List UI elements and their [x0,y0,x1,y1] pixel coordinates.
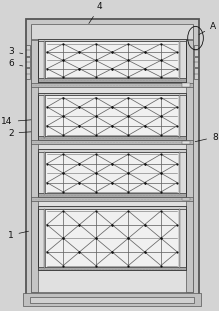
Bar [44,152,46,194]
Text: 4: 4 [89,2,102,23]
Bar [39,39,186,41]
Text: 3: 3 [8,47,23,56]
Bar [194,45,198,56]
Bar [23,294,201,306]
Bar [44,41,46,79]
Bar [186,40,193,292]
Bar [39,93,186,140]
Bar [194,68,198,79]
Bar [182,83,190,87]
Text: A: A [199,22,216,35]
Bar [179,208,180,268]
Text: 2: 2 [8,128,42,137]
Bar [39,137,186,140]
Bar [39,78,186,82]
Bar [31,197,193,201]
Bar [26,68,30,79]
Bar [31,141,193,144]
Bar [25,19,199,298]
Bar [39,267,186,271]
Text: 14: 14 [1,117,42,126]
Bar [39,149,186,152]
Bar [194,57,198,67]
Bar [39,39,186,82]
Bar [179,95,180,138]
Bar [44,95,46,138]
Bar [39,206,186,208]
Bar [182,141,190,144]
Bar [31,25,193,292]
Bar [179,152,180,194]
Bar [26,45,30,56]
Bar [39,193,186,197]
Bar [39,206,186,271]
Bar [26,57,30,67]
Text: 1: 1 [8,231,28,240]
Bar [31,40,39,292]
Bar [182,197,190,201]
Text: 6: 6 [8,59,23,68]
Bar [44,208,46,268]
Bar [30,297,194,303]
Bar [179,41,180,79]
Bar [39,93,186,95]
Bar [45,41,179,79]
Bar [45,95,179,138]
Bar [31,24,193,39]
Bar [45,152,179,194]
Bar [31,82,193,87]
Bar [45,208,179,268]
Bar [39,149,186,197]
Text: 8: 8 [195,132,218,142]
